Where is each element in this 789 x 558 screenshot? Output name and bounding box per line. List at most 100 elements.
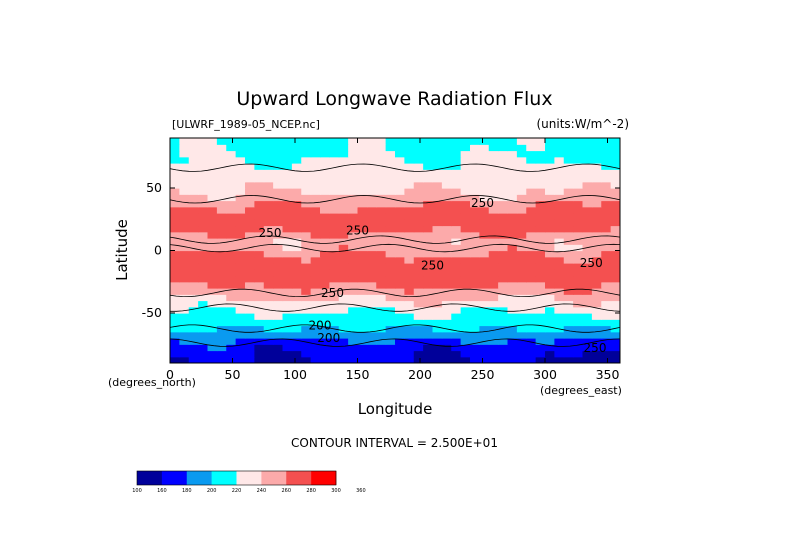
heatmap-cell [291,319,302,327]
heatmap-cell [226,219,237,227]
heatmap-cell [357,231,368,239]
heatmap-cell [348,306,359,314]
heatmap-cell [301,344,312,352]
heatmap-cell [320,325,330,333]
heatmap-cell [488,275,499,283]
heatmap-cell [357,325,368,333]
heatmap-cell [310,306,321,314]
heatmap-cell [582,313,593,320]
heatmap-cell [526,250,537,258]
heatmap-cell [188,150,199,158]
heatmap-cell [273,256,284,264]
heatmap-cell [366,263,377,270]
heatmap-cell [188,244,199,252]
heatmap-cell [226,244,237,252]
heatmap-cell [301,231,312,239]
heatmap-cell [601,150,612,158]
heatmap-cell [226,313,237,320]
heatmap-cell [385,319,396,327]
heatmap-cell [376,331,387,339]
heatmap-cell [488,338,499,345]
heatmap-cell [573,244,584,252]
heatmap-cell [535,288,546,295]
heatmap-cell [216,231,227,239]
heatmap-cell [535,163,546,170]
heatmap-cell [198,219,209,227]
heatmap-cell [179,338,190,345]
heatmap-cell [245,188,255,195]
heatmap-cell [545,144,555,152]
heatmap-cell [601,331,612,339]
heatmap-cell [348,338,359,345]
heatmap-cell [245,269,255,277]
heatmap-cell [357,275,368,283]
heatmap-cell [404,344,415,352]
heatmap-cell [198,188,209,195]
heatmap-cell [432,313,443,320]
heatmap-cell [526,175,537,183]
heatmap-cell [348,238,359,245]
colorbar-tick-label: 240 [257,488,267,494]
heatmap-cell [376,244,387,252]
heatmap-cell [320,300,330,308]
heatmap-cell [291,150,302,158]
heatmap-cell [573,150,584,158]
heatmap-cell [235,275,246,283]
heatmap-cell [563,313,574,320]
heatmap-cell [338,356,349,363]
heatmap-cell [273,144,284,152]
heatmap-cell [395,319,405,327]
heatmap-cell [310,200,321,208]
heatmap-cell [385,244,396,252]
heatmap-cell [582,213,593,220]
heatmap-cell [291,188,302,195]
heatmap-cell [479,350,490,358]
heatmap-cell [423,231,434,239]
heatmap-cell [357,150,368,158]
heatmap-cell [376,275,387,283]
heatmap-cell [423,331,434,339]
heatmap-cell [179,225,190,233]
heatmap-cell [591,144,602,152]
heatmap-cell [188,275,199,283]
y-tick-label: 50 [146,180,162,195]
heatmap-cell [207,150,218,158]
heatmap-cell [432,150,443,158]
heatmap-cell [329,331,340,339]
heatmap-cell [610,263,620,270]
heatmap-cell [563,256,574,264]
heatmap-cell [413,150,424,158]
heatmap-cell [310,256,321,264]
heatmap-cell [460,225,471,233]
heatmap-cell [245,175,255,183]
heatmap-cell [188,325,199,333]
heatmap-cell [291,300,302,308]
heatmap-cell [460,150,471,158]
heatmap-cell [451,244,462,252]
heatmap-cell [310,263,321,270]
heatmap-cell [198,231,209,239]
heatmap-cell [170,238,180,245]
heatmap-cell [507,156,518,164]
contour-label: 200 [317,331,340,345]
heatmap-cell [573,163,584,170]
heatmap-cell [432,238,443,245]
heatmap-cell [263,231,274,239]
heatmap-cell [179,319,190,327]
heatmap-cell [535,156,546,164]
heatmap-cell [507,250,518,258]
contour-line [170,243,620,253]
heatmap-cell [526,325,537,333]
heatmap-cell [498,250,509,258]
heatmap-cell [376,325,387,333]
heatmap-cell [498,181,509,189]
heatmap-cell [479,250,490,258]
heatmap-cell [207,138,218,145]
heatmap-cell [245,213,255,220]
heatmap-cell [545,231,555,239]
heatmap-cell [395,281,405,289]
heatmap-cell [507,238,518,245]
heatmap-cell [338,225,349,233]
heatmap-cell [188,350,199,358]
heatmap-cell [432,356,443,363]
